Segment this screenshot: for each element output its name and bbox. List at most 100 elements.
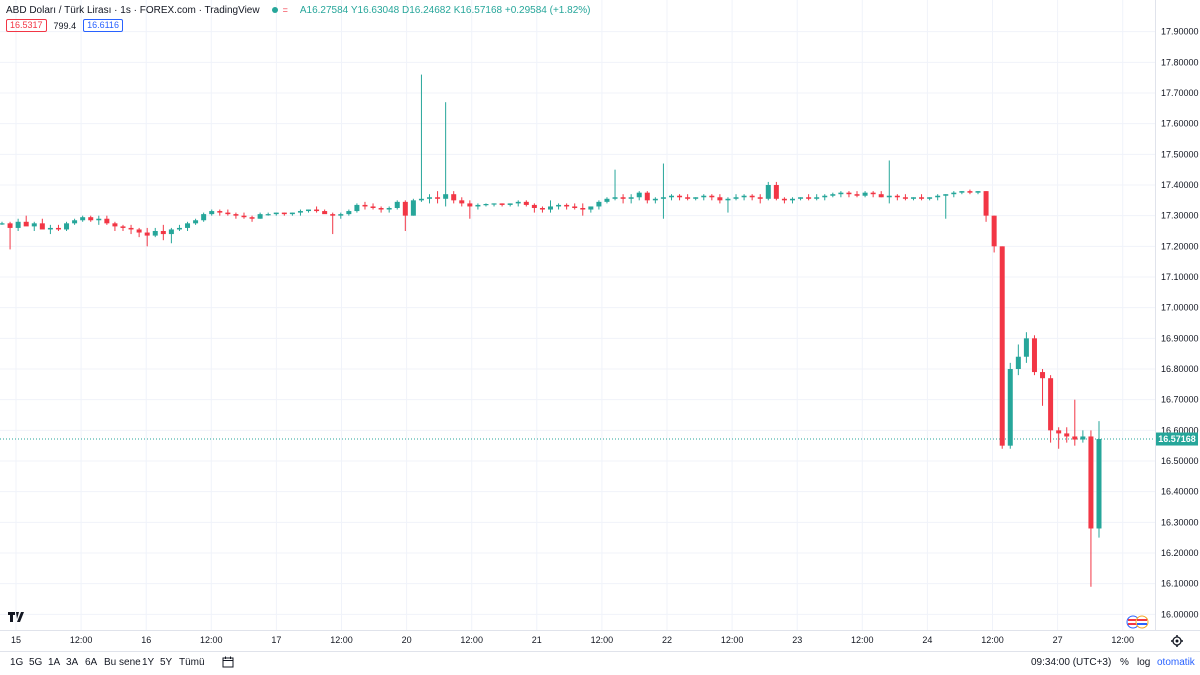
sell-button[interactable]: 16.5317 bbox=[6, 19, 47, 32]
flag-icon[interactable] bbox=[1126, 615, 1149, 629]
candle-body bbox=[1096, 439, 1102, 529]
log-toggle[interactable]: log bbox=[1137, 657, 1151, 668]
candle-body bbox=[370, 206, 376, 208]
auto-scale-toggle[interactable]: otomatik bbox=[1157, 657, 1195, 668]
candle bbox=[483, 203, 489, 207]
x-axis[interactable]: 15 12:00 16 12:00 17 12:00 20 12:00 21 12:00 22 12:… bbox=[11, 635, 1134, 645]
candle bbox=[927, 197, 933, 201]
candle-body bbox=[338, 214, 344, 216]
candle-body bbox=[23, 221, 29, 227]
candle bbox=[306, 209, 312, 213]
candle-body bbox=[507, 203, 513, 205]
candle bbox=[297, 209, 303, 216]
candle bbox=[1096, 421, 1102, 538]
candle-body bbox=[217, 211, 223, 213]
candle bbox=[201, 212, 207, 222]
range-button[interactable]: 5G bbox=[29, 657, 43, 668]
candle-body bbox=[394, 201, 400, 208]
candle-body bbox=[241, 215, 247, 218]
candle bbox=[185, 221, 191, 231]
range-button[interactable]: Tümü bbox=[179, 657, 205, 668]
candle-body bbox=[64, 223, 70, 230]
candle-body bbox=[677, 195, 683, 198]
clock-time[interactable]: 09:34:00 (UTC+3) bbox=[1031, 657, 1112, 668]
candle bbox=[539, 206, 545, 213]
tradingview-logo-icon[interactable] bbox=[8, 611, 26, 623]
candle bbox=[112, 221, 118, 231]
candle-body bbox=[144, 232, 150, 236]
candle-body bbox=[1072, 436, 1078, 440]
range-button[interactable]: 1G bbox=[10, 657, 24, 668]
candle-body bbox=[975, 191, 981, 193]
candle-body bbox=[281, 212, 287, 215]
candle bbox=[547, 200, 554, 213]
candles bbox=[0, 74, 1102, 587]
candle bbox=[104, 215, 110, 225]
percent-toggle[interactable]: % bbox=[1120, 657, 1129, 668]
candle-body bbox=[193, 220, 199, 224]
candle-body bbox=[798, 197, 804, 199]
candle-body bbox=[443, 194, 449, 199]
candle bbox=[435, 191, 441, 204]
range-button[interactable]: 1Y bbox=[142, 657, 155, 668]
candle-body bbox=[209, 211, 215, 215]
range-button[interactable]: 5Y bbox=[160, 657, 173, 668]
candle-body bbox=[927, 197, 933, 199]
candle bbox=[1015, 344, 1021, 376]
symbol-title[interactable]: ABD Doları / Türk Lirası · 1s · FOREX.co… bbox=[6, 4, 260, 16]
candle bbox=[378, 206, 384, 213]
candle bbox=[757, 194, 763, 204]
y-tick-label: 17.90000 bbox=[1161, 27, 1199, 37]
candle bbox=[330, 212, 336, 235]
candle-body bbox=[644, 192, 650, 201]
range-button[interactable]: 6A bbox=[85, 657, 98, 668]
candle-body bbox=[814, 197, 820, 199]
candle bbox=[427, 194, 433, 204]
candle bbox=[789, 197, 795, 204]
y-tick-label: 16.50000 bbox=[1161, 456, 1199, 466]
x-tick-label: 20 bbox=[402, 635, 412, 645]
candle bbox=[798, 197, 804, 201]
candle-body bbox=[862, 192, 868, 196]
date-range-icon[interactable] bbox=[222, 656, 234, 668]
settings-gear-icon[interactable] bbox=[1171, 635, 1183, 647]
buy-button[interactable]: 16.6116 bbox=[83, 19, 123, 32]
candle-body bbox=[693, 197, 699, 199]
candle-body bbox=[596, 201, 602, 207]
candle bbox=[443, 102, 449, 207]
candle-body bbox=[580, 207, 586, 210]
y-tick-label: 17.10000 bbox=[1161, 272, 1199, 282]
candle bbox=[467, 200, 473, 219]
candle-body bbox=[80, 217, 86, 221]
candle bbox=[1023, 332, 1029, 363]
candle-body bbox=[846, 192, 852, 195]
candle-body bbox=[378, 207, 384, 210]
candle bbox=[31, 221, 37, 231]
candle-body bbox=[354, 204, 360, 212]
candle bbox=[822, 194, 828, 201]
candle-body bbox=[959, 191, 965, 193]
candle-body bbox=[556, 204, 562, 207]
range-button[interactable]: 1A bbox=[48, 657, 61, 668]
candle bbox=[531, 203, 537, 213]
candle-body bbox=[72, 220, 78, 224]
y-tick-label: 16.80000 bbox=[1161, 364, 1199, 374]
candle bbox=[556, 203, 562, 210]
x-tick-label: 15 bbox=[11, 635, 21, 645]
candle-body bbox=[112, 223, 118, 227]
candle bbox=[733, 194, 739, 201]
candle-body bbox=[838, 192, 844, 195]
x-tick-label: 12:00 bbox=[460, 635, 483, 645]
candle bbox=[741, 194, 747, 201]
candle bbox=[838, 191, 844, 198]
candle bbox=[225, 209, 231, 216]
candle bbox=[370, 203, 376, 210]
y-axis[interactable]: 17.90000 17.80000 17.70000 17.60000 17.50000… bbox=[1161, 27, 1199, 620]
candle bbox=[975, 191, 981, 195]
range-button[interactable]: Bu sene bbox=[104, 657, 141, 668]
candle bbox=[596, 200, 602, 210]
range-button[interactable]: 3A bbox=[66, 657, 79, 668]
candle-body bbox=[1056, 430, 1062, 434]
candle-body bbox=[104, 218, 110, 224]
